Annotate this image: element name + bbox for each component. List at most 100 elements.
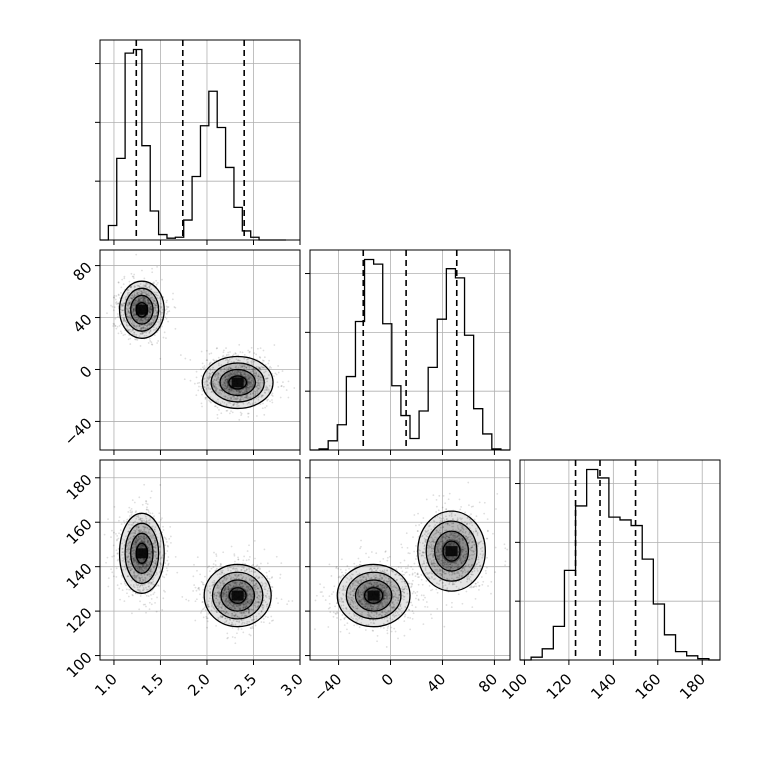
scatter-point — [254, 375, 257, 378]
scatter-point — [126, 592, 128, 595]
scatter-point — [219, 391, 221, 394]
scatter-point — [243, 396, 246, 399]
scatter-point — [403, 634, 406, 637]
scatter-point — [128, 312, 131, 314]
scatter-point — [341, 614, 344, 616]
scatter-point — [214, 373, 217, 375]
scatter-point — [136, 301, 139, 303]
scatter-point — [140, 519, 143, 522]
scatter-point — [140, 566, 143, 569]
scatter-point — [236, 371, 239, 374]
scatter-point — [216, 387, 219, 390]
scatter-point — [129, 286, 132, 289]
scatter-point — [136, 567, 139, 569]
scatter-point — [130, 568, 133, 570]
scatter-point — [200, 350, 203, 353]
scatter-point — [137, 563, 140, 566]
scatter-point — [126, 292, 129, 294]
scatter-point — [161, 325, 163, 328]
scatter-point — [229, 367, 232, 370]
scatter-point — [233, 553, 236, 556]
scatter-point — [239, 369, 242, 372]
scatter-point — [136, 588, 139, 591]
contour-line — [219, 368, 256, 397]
scatter-point — [199, 593, 201, 596]
scatter-point — [132, 549, 134, 552]
scatter-point — [123, 305, 125, 307]
scatter-point — [137, 514, 140, 517]
scatter-point — [150, 343, 153, 346]
scatter-point — [226, 358, 228, 361]
scatter-point — [234, 642, 237, 645]
scatter-point — [251, 625, 254, 628]
scatter-point — [137, 529, 140, 532]
scatter-point — [150, 306, 153, 308]
scatter-point — [114, 317, 117, 320]
scatter-point — [261, 395, 264, 398]
scatter-point — [150, 583, 153, 585]
scatter-point — [221, 383, 224, 386]
scatter-point — [128, 314, 131, 317]
scatter-point — [140, 544, 143, 547]
scatter-point — [149, 552, 152, 555]
scatter-point — [151, 298, 154, 301]
scatter-point — [245, 388, 248, 391]
scatter-point — [148, 555, 151, 558]
scatter-point — [228, 388, 231, 391]
scatter-point — [238, 390, 241, 393]
scatter-point — [264, 370, 267, 373]
scatter-point — [248, 385, 251, 388]
scatter-point — [226, 386, 229, 389]
scatter-point — [161, 517, 163, 520]
scatter-point — [165, 337, 167, 339]
scatter-point — [133, 561, 136, 563]
scatter-point — [138, 298, 141, 301]
scatter-point — [141, 332, 144, 335]
scatter-point — [153, 317, 156, 319]
scatter-point — [148, 563, 151, 566]
scatter-point — [125, 307, 128, 310]
scatter-point — [149, 324, 152, 327]
scatter-point — [133, 307, 136, 310]
scatter-point — [159, 562, 162, 565]
scatter-point — [146, 324, 149, 327]
scatter-point — [247, 358, 249, 361]
scatter-point — [138, 566, 141, 569]
scatter-point — [139, 565, 141, 568]
scatter-point — [204, 575, 206, 578]
scatter-point — [137, 565, 140, 568]
scatter-point — [248, 366, 251, 369]
scatter-point — [139, 518, 141, 521]
scatter-point — [248, 375, 251, 378]
scatter-point — [241, 396, 243, 399]
scatter-point — [152, 321, 155, 324]
scatter-point — [141, 530, 144, 533]
scatter-point — [206, 620, 209, 623]
scatter-point — [144, 568, 147, 570]
scatter-point — [258, 383, 261, 386]
scatter-point — [139, 573, 142, 576]
scatter-point — [200, 610, 203, 612]
scatter-point — [138, 518, 140, 521]
scatter-point — [212, 383, 214, 385]
scatter-point — [247, 396, 250, 399]
scatter-point — [150, 305, 153, 308]
scatter-point — [140, 326, 142, 329]
scatter-point — [248, 633, 251, 636]
scatter-point — [128, 280, 131, 283]
scatter-point — [135, 294, 138, 297]
scatter-point — [160, 306, 163, 309]
scatter-point — [147, 302, 150, 305]
scatter-point — [139, 541, 142, 543]
scatter-point — [139, 568, 142, 570]
scatter-point — [133, 325, 136, 328]
scatter-point — [262, 349, 265, 352]
scatter-point — [280, 385, 283, 388]
scatter-point — [251, 384, 254, 387]
scatter-point — [149, 308, 152, 311]
scatter-point — [143, 530, 146, 533]
scatter-point — [171, 298, 174, 301]
scatter-point — [146, 283, 149, 285]
scatter-point — [213, 378, 216, 381]
